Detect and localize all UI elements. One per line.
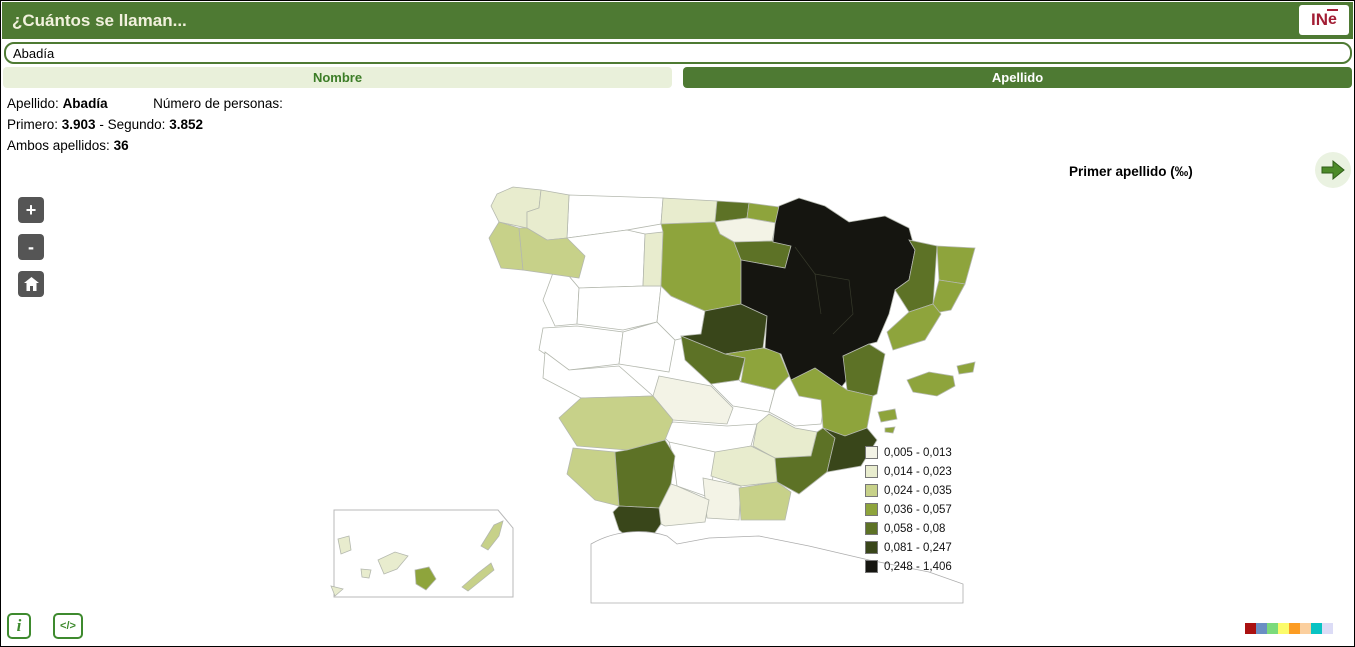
- theme-palette-strip: [1245, 623, 1333, 634]
- legend-label-0: 0,005 - 0,013: [884, 446, 952, 459]
- region-pontevedra[interactable]: [488, 221, 524, 271]
- region-zamora[interactable]: [542, 261, 580, 327]
- spain-choropleth-map[interactable]: [329, 184, 979, 604]
- palette-color-1[interactable]: [1256, 623, 1267, 634]
- region-hierro[interactable]: [330, 585, 344, 597]
- summary-line-2: Primero: 3.903 - Segundo: 3.852: [7, 117, 203, 132]
- page-title: ¿Cuántos se llaman...: [12, 10, 187, 30]
- palette-color-2[interactable]: [1267, 623, 1278, 634]
- legend-row-5: 0,081 - 0,247: [865, 541, 952, 554]
- summary-line-3: Ambos apellidos: 36: [7, 138, 129, 153]
- zoom-out-button[interactable]: -: [18, 234, 44, 260]
- tab-apellido[interactable]: Apellido: [683, 67, 1352, 88]
- legend-label-3: 0,036 - 0,057: [884, 503, 952, 516]
- ine-logo-text: IN: [1311, 10, 1329, 29]
- africa-coastline: [590, 531, 964, 604]
- region-lleida[interactable]: [894, 239, 938, 313]
- map-legend: 0,005 - 0,013 0,014 - 0,023 0,024 - 0,035 0…: [865, 446, 952, 579]
- region-lapalma[interactable]: [337, 535, 352, 555]
- palette-color-5[interactable]: [1300, 623, 1311, 634]
- palette-color-4[interactable]: [1289, 623, 1300, 634]
- next-map-arrow-button[interactable]: [1315, 152, 1351, 188]
- region-tenerife[interactable]: [377, 551, 409, 575]
- legend-label-4: 0,058 - 0,08: [884, 522, 946, 535]
- region-malaga[interactable]: [658, 483, 710, 527]
- surname-value: Abadía: [62, 96, 108, 111]
- legend-row-2: 0,024 - 0,035: [865, 484, 952, 497]
- first-surname-count: 3.903: [61, 117, 96, 132]
- region-fuerteventura[interactable]: [461, 562, 495, 592]
- legend-swatch-2: [865, 484, 878, 497]
- legend-row-6: 0,248 - 1,406: [865, 560, 952, 573]
- info-button[interactable]: i: [7, 613, 31, 639]
- region-avila[interactable]: [618, 321, 676, 373]
- home-icon: [23, 277, 39, 291]
- zoom-home-button[interactable]: [18, 271, 44, 297]
- right-arrow-icon: [1321, 159, 1345, 181]
- region-valladolid[interactable]: [576, 285, 662, 331]
- legend-swatch-0: [865, 446, 878, 459]
- summary-line-1: Apellido: Abadía Número de personas:: [7, 96, 283, 111]
- palette-color-7[interactable]: [1322, 623, 1333, 634]
- metric-label: Primer apellido (‰): [1069, 164, 1193, 179]
- legend-row-3: 0,036 - 0,057: [865, 503, 952, 516]
- region-mallorca[interactable]: [906, 371, 956, 397]
- legend-label-6: 0,248 - 1,406: [884, 560, 952, 573]
- ine-logo-e: e: [1327, 9, 1338, 28]
- region-grancanaria[interactable]: [414, 566, 437, 591]
- ine-logo[interactable]: IN e: [1299, 5, 1349, 35]
- legend-label-5: 0,081 - 0,247: [884, 541, 952, 554]
- second-surname-count: 3.852: [169, 117, 203, 132]
- header-bar: ¿Cuántos se llaman... IN e: [2, 2, 1353, 39]
- palette-color-3[interactable]: [1278, 623, 1289, 634]
- embed-code-button[interactable]: </>: [53, 613, 83, 639]
- result-summary: Apellido: Abadía Número de personas: Pri…: [7, 93, 283, 156]
- legend-swatch-5: [865, 541, 878, 554]
- canary-inset-frame: [333, 509, 514, 598]
- legend-row-4: 0,058 - 0,08: [865, 522, 952, 535]
- region-barcelona[interactable]: [928, 279, 966, 315]
- region-tarragona[interactable]: [886, 303, 942, 351]
- region-girona[interactable]: [936, 245, 976, 285]
- search-input[interactable]: [4, 42, 1352, 64]
- region-huelva[interactable]: [566, 447, 620, 507]
- region-formentera[interactable]: [884, 426, 896, 434]
- legend-swatch-3: [865, 503, 878, 516]
- region-menorca[interactable]: [956, 361, 976, 375]
- zoom-in-button[interactable]: +: [18, 197, 44, 223]
- tabs-bar: Nombre Apellido: [3, 67, 1352, 88]
- legend-swatch-1: [865, 465, 878, 478]
- legend-row-0: 0,005 - 0,013: [865, 446, 952, 459]
- region-badajoz[interactable]: [558, 395, 674, 451]
- region-gomera[interactable]: [360, 568, 372, 579]
- legend-label-2: 0,024 - 0,035: [884, 484, 952, 497]
- region-lanzarote[interactable]: [480, 520, 504, 551]
- palette-color-0[interactable]: [1245, 623, 1256, 634]
- region-ibiza[interactable]: [877, 408, 898, 423]
- legend-swatch-6: [865, 560, 878, 573]
- region-almeria[interactable]: [738, 481, 792, 521]
- region-ourense[interactable]: [518, 227, 586, 279]
- region-cantabria[interactable]: [660, 197, 718, 225]
- both-surnames-count: 36: [113, 138, 129, 153]
- tab-nombre[interactable]: Nombre: [3, 67, 672, 88]
- legend-swatch-4: [865, 522, 878, 535]
- province-inner-border: [814, 273, 854, 335]
- legend-row-1: 0,014 - 0,023: [865, 465, 952, 478]
- palette-color-6[interactable]: [1311, 623, 1322, 634]
- region-palencia[interactable]: [642, 231, 664, 287]
- legend-label-1: 0,014 - 0,023: [884, 465, 952, 478]
